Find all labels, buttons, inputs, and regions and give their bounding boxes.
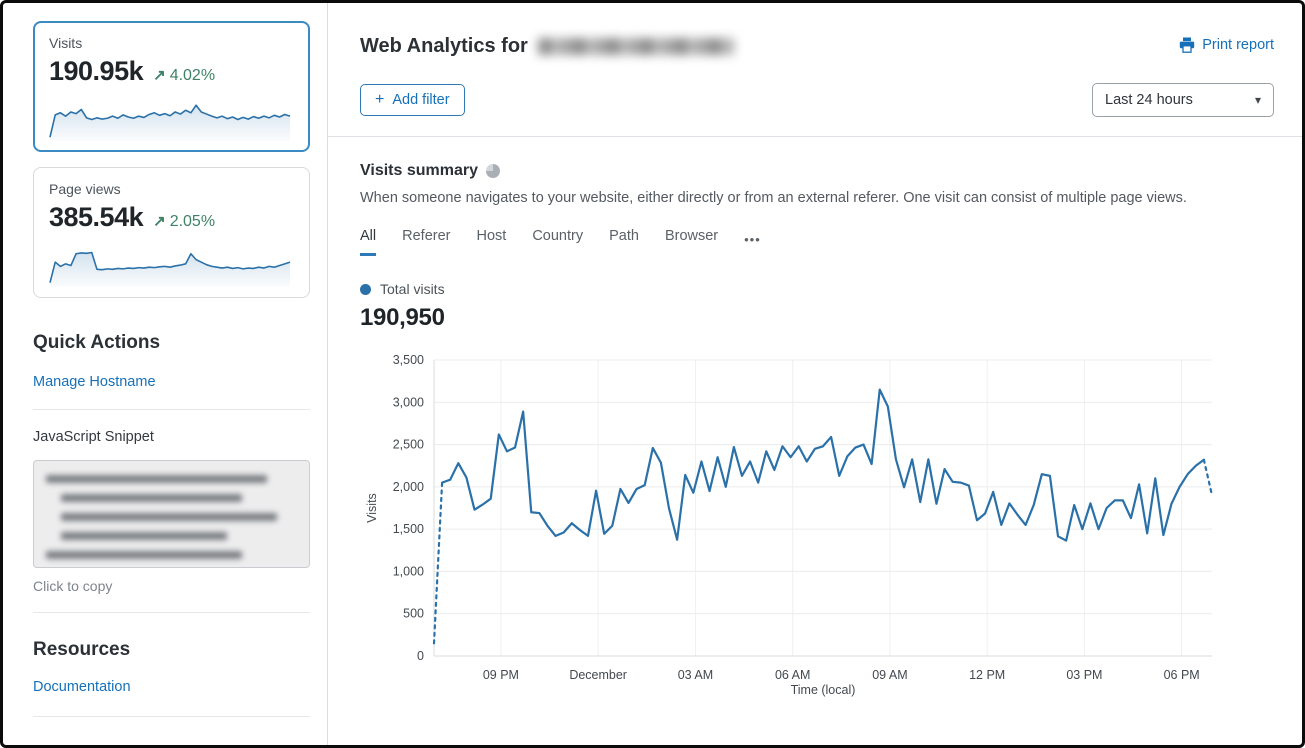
y-tick-label: 1,500 xyxy=(393,522,424,536)
summary-title-row: Visits summary xyxy=(360,162,1274,180)
metric-card-page-views[interactable]: Page views 385.54k ↗ 2.05% xyxy=(33,167,310,298)
sidebar: Visits 190.95k ↗ 4.02% Page views 385.54… xyxy=(3,3,328,745)
documentation-link[interactable]: Documentation xyxy=(33,679,131,695)
x-tick-label: 09 PM xyxy=(483,668,519,682)
printer-icon xyxy=(1180,37,1195,53)
redacted-code-line xyxy=(61,532,227,540)
chart-axis-labels: 09 PM December 03 AM 06 AM 09 AM 12 PM 03 PM 06… xyxy=(365,353,1200,697)
js-snippet-box[interactable] xyxy=(33,460,310,568)
metric-delta: ↗ 2.05% xyxy=(153,212,215,231)
page-views-sparkline xyxy=(49,251,291,287)
click-to-copy-hint: Click to copy xyxy=(33,578,113,594)
y-tick-label: 3,500 xyxy=(393,353,424,367)
y-tick-label: 1,000 xyxy=(393,564,424,578)
x-axis-title: Time (local) xyxy=(791,683,856,697)
add-filter-label: Add filter xyxy=(392,92,450,108)
redacted-code-line xyxy=(46,475,267,483)
chevron-down-icon: ▾ xyxy=(1254,93,1261,107)
sidebar-divider xyxy=(33,612,310,613)
y-tick-label: 500 xyxy=(403,607,424,621)
y-axis-title: Visits xyxy=(365,493,379,523)
time-range-value: Last 24 hours xyxy=(1105,92,1193,108)
chart-series-total-visits xyxy=(432,388,1214,645)
section-divider xyxy=(328,136,1302,137)
sidebar-divider xyxy=(33,716,310,717)
tab-all[interactable]: All xyxy=(360,228,377,256)
y-tick-label: 2,500 xyxy=(393,438,424,452)
total-visits-value: 190,950 xyxy=(360,304,445,331)
metric-card-value-row: 190.95k ↗ 4.02% xyxy=(49,56,294,87)
x-tick-label: 12 PM xyxy=(969,668,1005,682)
summary-title: Visits summary xyxy=(360,162,478,179)
metric-card-label: Visits xyxy=(49,35,83,51)
redacted-domain xyxy=(537,38,734,55)
tab-referer[interactable]: Referer xyxy=(402,228,451,244)
trend-up-icon: ↗ xyxy=(153,67,166,84)
tab-country[interactable]: Country xyxy=(532,228,584,244)
metric-card-value: 190.95k xyxy=(49,56,144,86)
x-tick-label: December xyxy=(569,668,627,682)
chart-gridlines xyxy=(433,359,1212,657)
manage-hostname-link[interactable]: Manage Hostname xyxy=(33,374,156,390)
visits-summary-section: Visits summary When someone navigates to… xyxy=(360,162,1274,703)
add-filter-button[interactable]: + Add filter xyxy=(360,84,465,116)
print-report-link[interactable]: Print report xyxy=(1179,37,1274,53)
metric-delta-value: 4.02% xyxy=(169,67,216,84)
page-title: Web Analytics for xyxy=(360,35,734,58)
quick-actions-heading: Quick Actions xyxy=(33,332,161,353)
tab-browser[interactable]: Browser xyxy=(664,228,719,244)
sparkline-line xyxy=(49,104,291,138)
chart-container: 09 PM December 03 AM 06 AM 09 AM 12 PM 03 PM 06… xyxy=(360,346,1274,703)
sparkline-area xyxy=(50,105,290,141)
js-snippet-label: JavaScript Snippet xyxy=(33,429,154,445)
redacted-code-line xyxy=(61,494,242,502)
visits-line-chart: 09 PM December 03 AM 06 AM 09 AM 12 PM 03 PM 06… xyxy=(365,353,1214,697)
metric-card-visits[interactable]: Visits 190.95k ↗ 4.02% xyxy=(33,21,310,152)
x-tick-label: 09 AM xyxy=(872,668,907,682)
x-tick-label: 06 AM xyxy=(775,668,810,682)
page-title-text: Web Analytics for xyxy=(360,35,528,57)
resources-heading: Resources xyxy=(33,639,131,660)
tab-path[interactable]: Path xyxy=(609,228,639,244)
chart-legend: Total visits xyxy=(360,281,1274,297)
legend-label: Total visits xyxy=(380,281,445,297)
visits-sparkline xyxy=(49,104,291,141)
y-tick-label: 2,000 xyxy=(393,480,424,494)
pie-chart-icon xyxy=(486,164,500,178)
y-tick-label: 3,000 xyxy=(393,395,424,409)
legend-dot-icon xyxy=(360,283,371,295)
metric-delta: ↗ 4.02% xyxy=(153,66,215,85)
filter-row: + Add filter Last 24 hours ▾ xyxy=(360,83,1274,117)
metric-card-value: 385.54k xyxy=(49,202,144,232)
main-header: Web Analytics for Print report xyxy=(360,3,1274,58)
x-tick-label: 06 PM xyxy=(1164,668,1200,682)
tab-host[interactable]: Host xyxy=(476,228,507,244)
metric-card-label: Page views xyxy=(49,181,121,197)
y-tick-label: 0 xyxy=(417,649,424,663)
sparkline-area xyxy=(50,252,290,287)
redacted-code-line xyxy=(61,513,277,521)
trend-up-icon: ↗ xyxy=(153,213,166,230)
redacted-code-line xyxy=(46,551,242,559)
x-tick-label: 03 AM xyxy=(678,668,713,682)
summary-description: When someone navigates to your website, … xyxy=(360,190,1187,206)
print-report-label: Print report xyxy=(1202,37,1274,53)
x-tick-label: 03 PM xyxy=(1066,668,1102,682)
summary-tabs: All Referer Host Country Path Browser ••… xyxy=(360,228,1274,256)
time-range-select[interactable]: Last 24 hours ▾ xyxy=(1092,83,1274,117)
plus-icon: + xyxy=(375,91,385,108)
metric-delta-value: 2.05% xyxy=(169,213,216,230)
main-panel: Web Analytics for Print report + Add fil… xyxy=(328,3,1302,745)
more-tabs-button[interactable]: ••• xyxy=(744,232,761,247)
sparkline-line xyxy=(49,251,291,283)
metric-card-value-row: 385.54k ↗ 2.05% xyxy=(49,202,294,233)
sidebar-divider xyxy=(33,409,310,410)
